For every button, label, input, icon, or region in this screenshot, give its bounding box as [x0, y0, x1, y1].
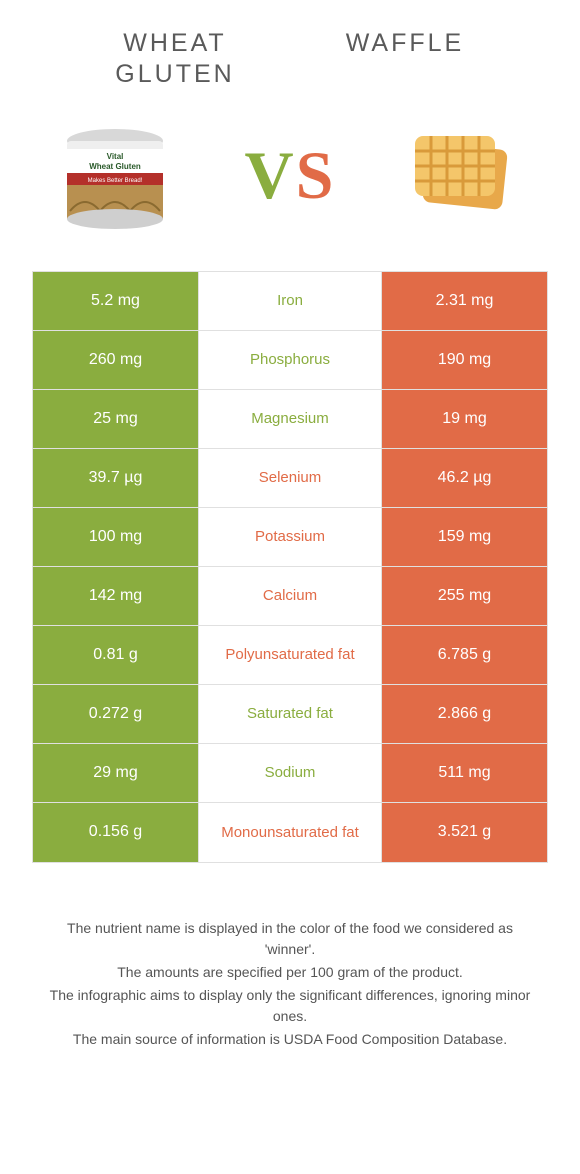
right-value: 511 mg: [382, 744, 547, 802]
waffle-icon: [400, 111, 530, 241]
left-food-image: Vital Wheat Gluten Makes Better Bread!: [40, 101, 190, 251]
table-row: 29 mgSodium511 mg: [33, 744, 547, 803]
left-value: 39.7 µg: [33, 449, 198, 507]
right-value: 2.31 mg: [382, 272, 547, 330]
nutrient-label: Potassium: [198, 508, 382, 566]
table-row: 0.81 gPolyunsaturated fat6.785 g: [33, 626, 547, 685]
table-row: 25 mgMagnesium19 mg: [33, 390, 547, 449]
left-value: 0.272 g: [33, 685, 198, 743]
left-value: 100 mg: [33, 508, 198, 566]
right-value: 19 mg: [382, 390, 547, 448]
table-row: 5.2 mgIron2.31 mg: [33, 272, 547, 331]
vs-s: S: [296, 137, 336, 213]
table-row: 0.272 gSaturated fat2.866 g: [33, 685, 547, 744]
svg-text:Vital: Vital: [107, 152, 124, 161]
nutrient-label: Magnesium: [198, 390, 382, 448]
svg-text:Makes Better Bread!: Makes Better Bread!: [88, 178, 143, 184]
svg-text:Wheat Gluten: Wheat Gluten: [89, 162, 141, 171]
right-value: 3.521 g: [382, 803, 547, 862]
right-value: 255 mg: [382, 567, 547, 625]
nutrient-label: Saturated fat: [198, 685, 382, 743]
wheat-gluten-jar-icon: Vital Wheat Gluten Makes Better Bread!: [50, 111, 180, 241]
left-value: 5.2 mg: [33, 272, 198, 330]
footer-notes: The nutrient name is displayed in the co…: [40, 918, 540, 1050]
footer-line-3: The infographic aims to display only the…: [40, 985, 540, 1027]
table-row: 142 mgCalcium255 mg: [33, 567, 547, 626]
right-food-image: [390, 101, 540, 251]
table-row: 39.7 µgSelenium46.2 µg: [33, 449, 547, 508]
footer-line-2: The amounts are specified per 100 gram o…: [40, 962, 540, 983]
right-value: 190 mg: [382, 331, 547, 389]
left-value: 0.81 g: [33, 626, 198, 684]
right-value: 159 mg: [382, 508, 547, 566]
footer-line-4: The main source of information is USDA F…: [40, 1029, 540, 1050]
left-value: 0.156 g: [33, 803, 198, 862]
comparison-table: 5.2 mgIron2.31 mg260 mgPhosphorus190 mg2…: [32, 271, 548, 863]
left-value: 25 mg: [33, 390, 198, 448]
footer-line-1: The nutrient name is displayed in the co…: [40, 918, 540, 960]
left-value: 142 mg: [33, 567, 198, 625]
left-food-title: Wheat gluten: [60, 28, 290, 91]
table-row: 100 mgPotassium159 mg: [33, 508, 547, 567]
right-food-title: Waffle: [290, 28, 520, 59]
images-row: Vital Wheat Gluten Makes Better Bread! V…: [0, 91, 580, 271]
table-row: 0.156 gMonounsaturated fat3.521 g: [33, 803, 547, 862]
nutrient-label: Iron: [198, 272, 382, 330]
nutrient-label: Sodium: [198, 744, 382, 802]
right-value: 6.785 g: [382, 626, 547, 684]
left-value: 29 mg: [33, 744, 198, 802]
vs-v: V: [245, 137, 296, 213]
right-value: 46.2 µg: [382, 449, 547, 507]
left-value: 260 mg: [33, 331, 198, 389]
table-row: 260 mgPhosphorus190 mg: [33, 331, 547, 390]
nutrient-label: Selenium: [198, 449, 382, 507]
nutrient-label: Monounsaturated fat: [198, 803, 382, 862]
vs-label: VS: [245, 136, 336, 215]
nutrient-label: Calcium: [198, 567, 382, 625]
right-value: 2.866 g: [382, 685, 547, 743]
nutrient-label: Phosphorus: [198, 331, 382, 389]
nutrient-label: Polyunsaturated fat: [198, 626, 382, 684]
header: Wheat gluten Waffle: [0, 0, 580, 91]
